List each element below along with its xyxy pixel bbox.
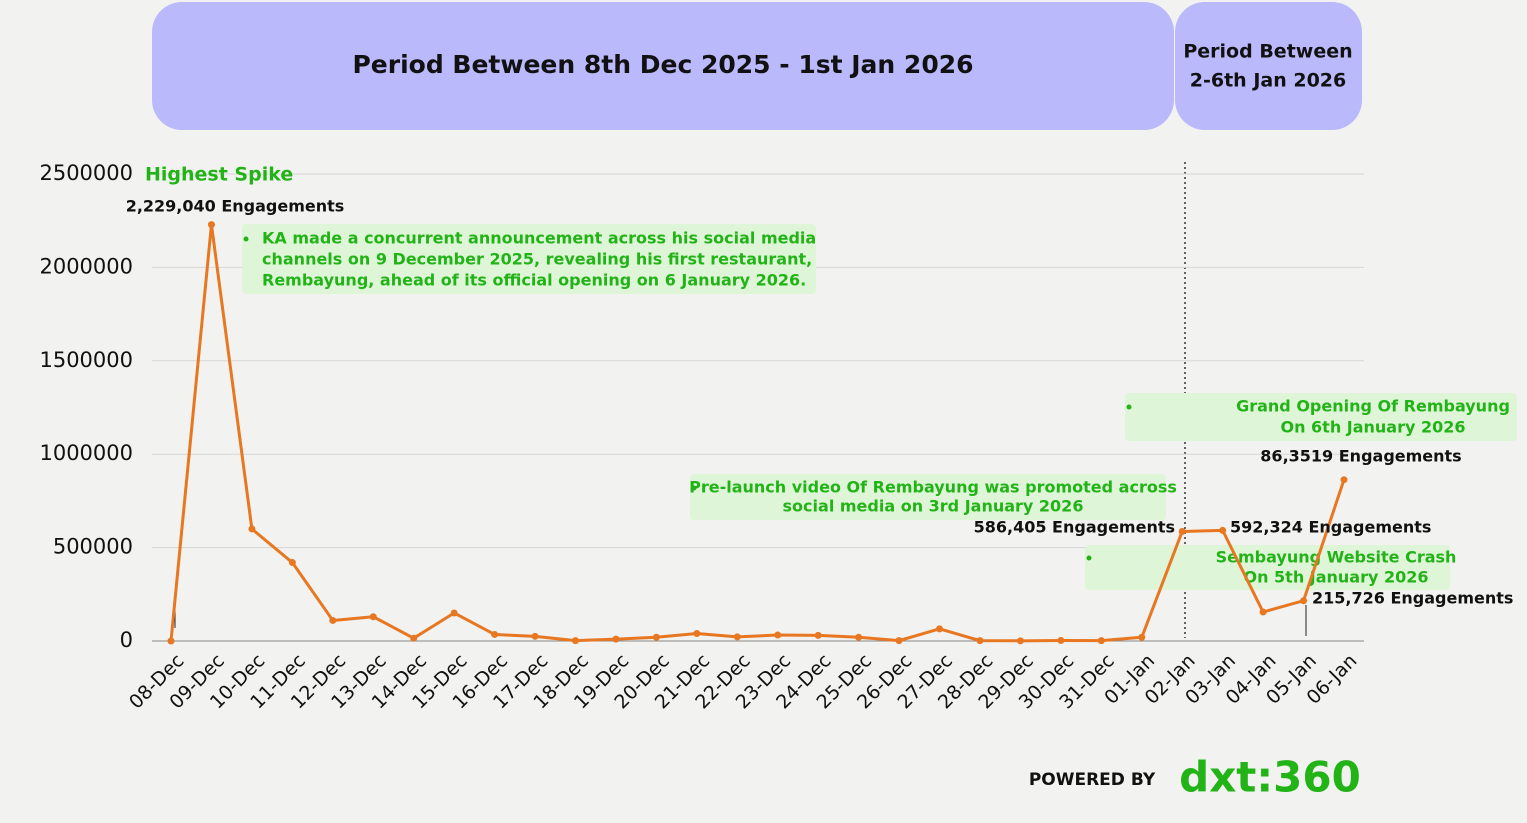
period-title: Period Between: [1183, 41, 1352, 63]
y-tick-label: 0: [120, 628, 133, 652]
engagement-label: 86,3519 Engagements: [1260, 447, 1461, 466]
data-point: [167, 637, 175, 645]
data-point: [450, 609, 458, 617]
y-tick-label: 2500000: [39, 161, 133, 185]
period-title: 2-6th Jan 2026: [1190, 70, 1346, 92]
note-text: social media on 3rd January 2026: [783, 497, 1084, 516]
data-point: [1138, 633, 1146, 641]
data-point: [612, 635, 620, 643]
note-bullet: [1086, 555, 1092, 561]
period-box: [152, 2, 1174, 130]
note-bullet: [243, 236, 249, 242]
period-title: Period Between 8th Dec 2025 - 1st Jan 20…: [352, 50, 973, 79]
data-point: [329, 616, 337, 624]
highlight-label: Highest Spike: [145, 164, 293, 186]
note-box: [242, 224, 816, 294]
note-text: KA made a concurrent announcement across…: [262, 229, 816, 248]
data-point: [1219, 526, 1227, 534]
engagement-label: 592,324 Engagements: [1230, 518, 1431, 537]
data-point: [693, 630, 701, 638]
note-text: Sembayung Website Crash: [1216, 548, 1457, 567]
note-text: Pre-launch video Of Rembayung was promot…: [689, 478, 1177, 497]
data-point: [1057, 636, 1065, 644]
note-text: On 6th January 2026: [1280, 418, 1465, 437]
data-point: [1016, 637, 1024, 645]
data-point: [410, 634, 418, 642]
y-tick-label: 2000000: [39, 254, 133, 278]
data-point: [1097, 637, 1105, 645]
data-point: [1340, 476, 1348, 484]
data-point: [1178, 527, 1186, 535]
engagement-label: 215,726 Engagements: [1312, 589, 1513, 608]
data-point: [976, 637, 984, 645]
data-point: [369, 613, 377, 621]
note-bullet: [691, 485, 697, 491]
data-point: [652, 633, 660, 641]
data-point: [207, 221, 215, 229]
y-tick-label: 500000: [53, 535, 133, 559]
y-tick-label: 1500000: [39, 348, 133, 372]
data-point: [531, 632, 539, 640]
note-box: [1125, 393, 1517, 441]
data-line: [169, 223, 1346, 643]
note-box: [690, 474, 1166, 520]
powered-by: POWERED BY: [1029, 770, 1156, 790]
data-point: [855, 633, 863, 641]
note-box: [1085, 545, 1450, 590]
data-point: [895, 637, 903, 645]
data-point: [1259, 608, 1267, 616]
engagement-label: 586,405 Engagements: [974, 518, 1175, 537]
data-point: [733, 633, 741, 641]
data-point: [774, 631, 782, 639]
engagement-label: 2,229,040 Engagements: [126, 197, 345, 216]
logo: dxt:360: [1179, 753, 1361, 802]
note-text: On 5th January 2026: [1243, 568, 1428, 587]
data-point: [936, 625, 944, 633]
note-bullet: [1126, 404, 1132, 410]
data-point: [288, 559, 296, 567]
note-text: Grand Opening Of Rembayung: [1236, 397, 1510, 416]
data-point: [814, 631, 822, 639]
data-point: [571, 637, 579, 645]
data-point: [1300, 597, 1308, 605]
period-box: [1175, 2, 1362, 130]
y-tick-label: 1000000: [39, 441, 133, 465]
note-text: channels on 9 December 2025, revealing h…: [262, 250, 812, 269]
data-point: [248, 525, 256, 533]
data-point: [491, 630, 499, 638]
note-text: Rembayung, ahead of its official opening…: [262, 271, 806, 290]
